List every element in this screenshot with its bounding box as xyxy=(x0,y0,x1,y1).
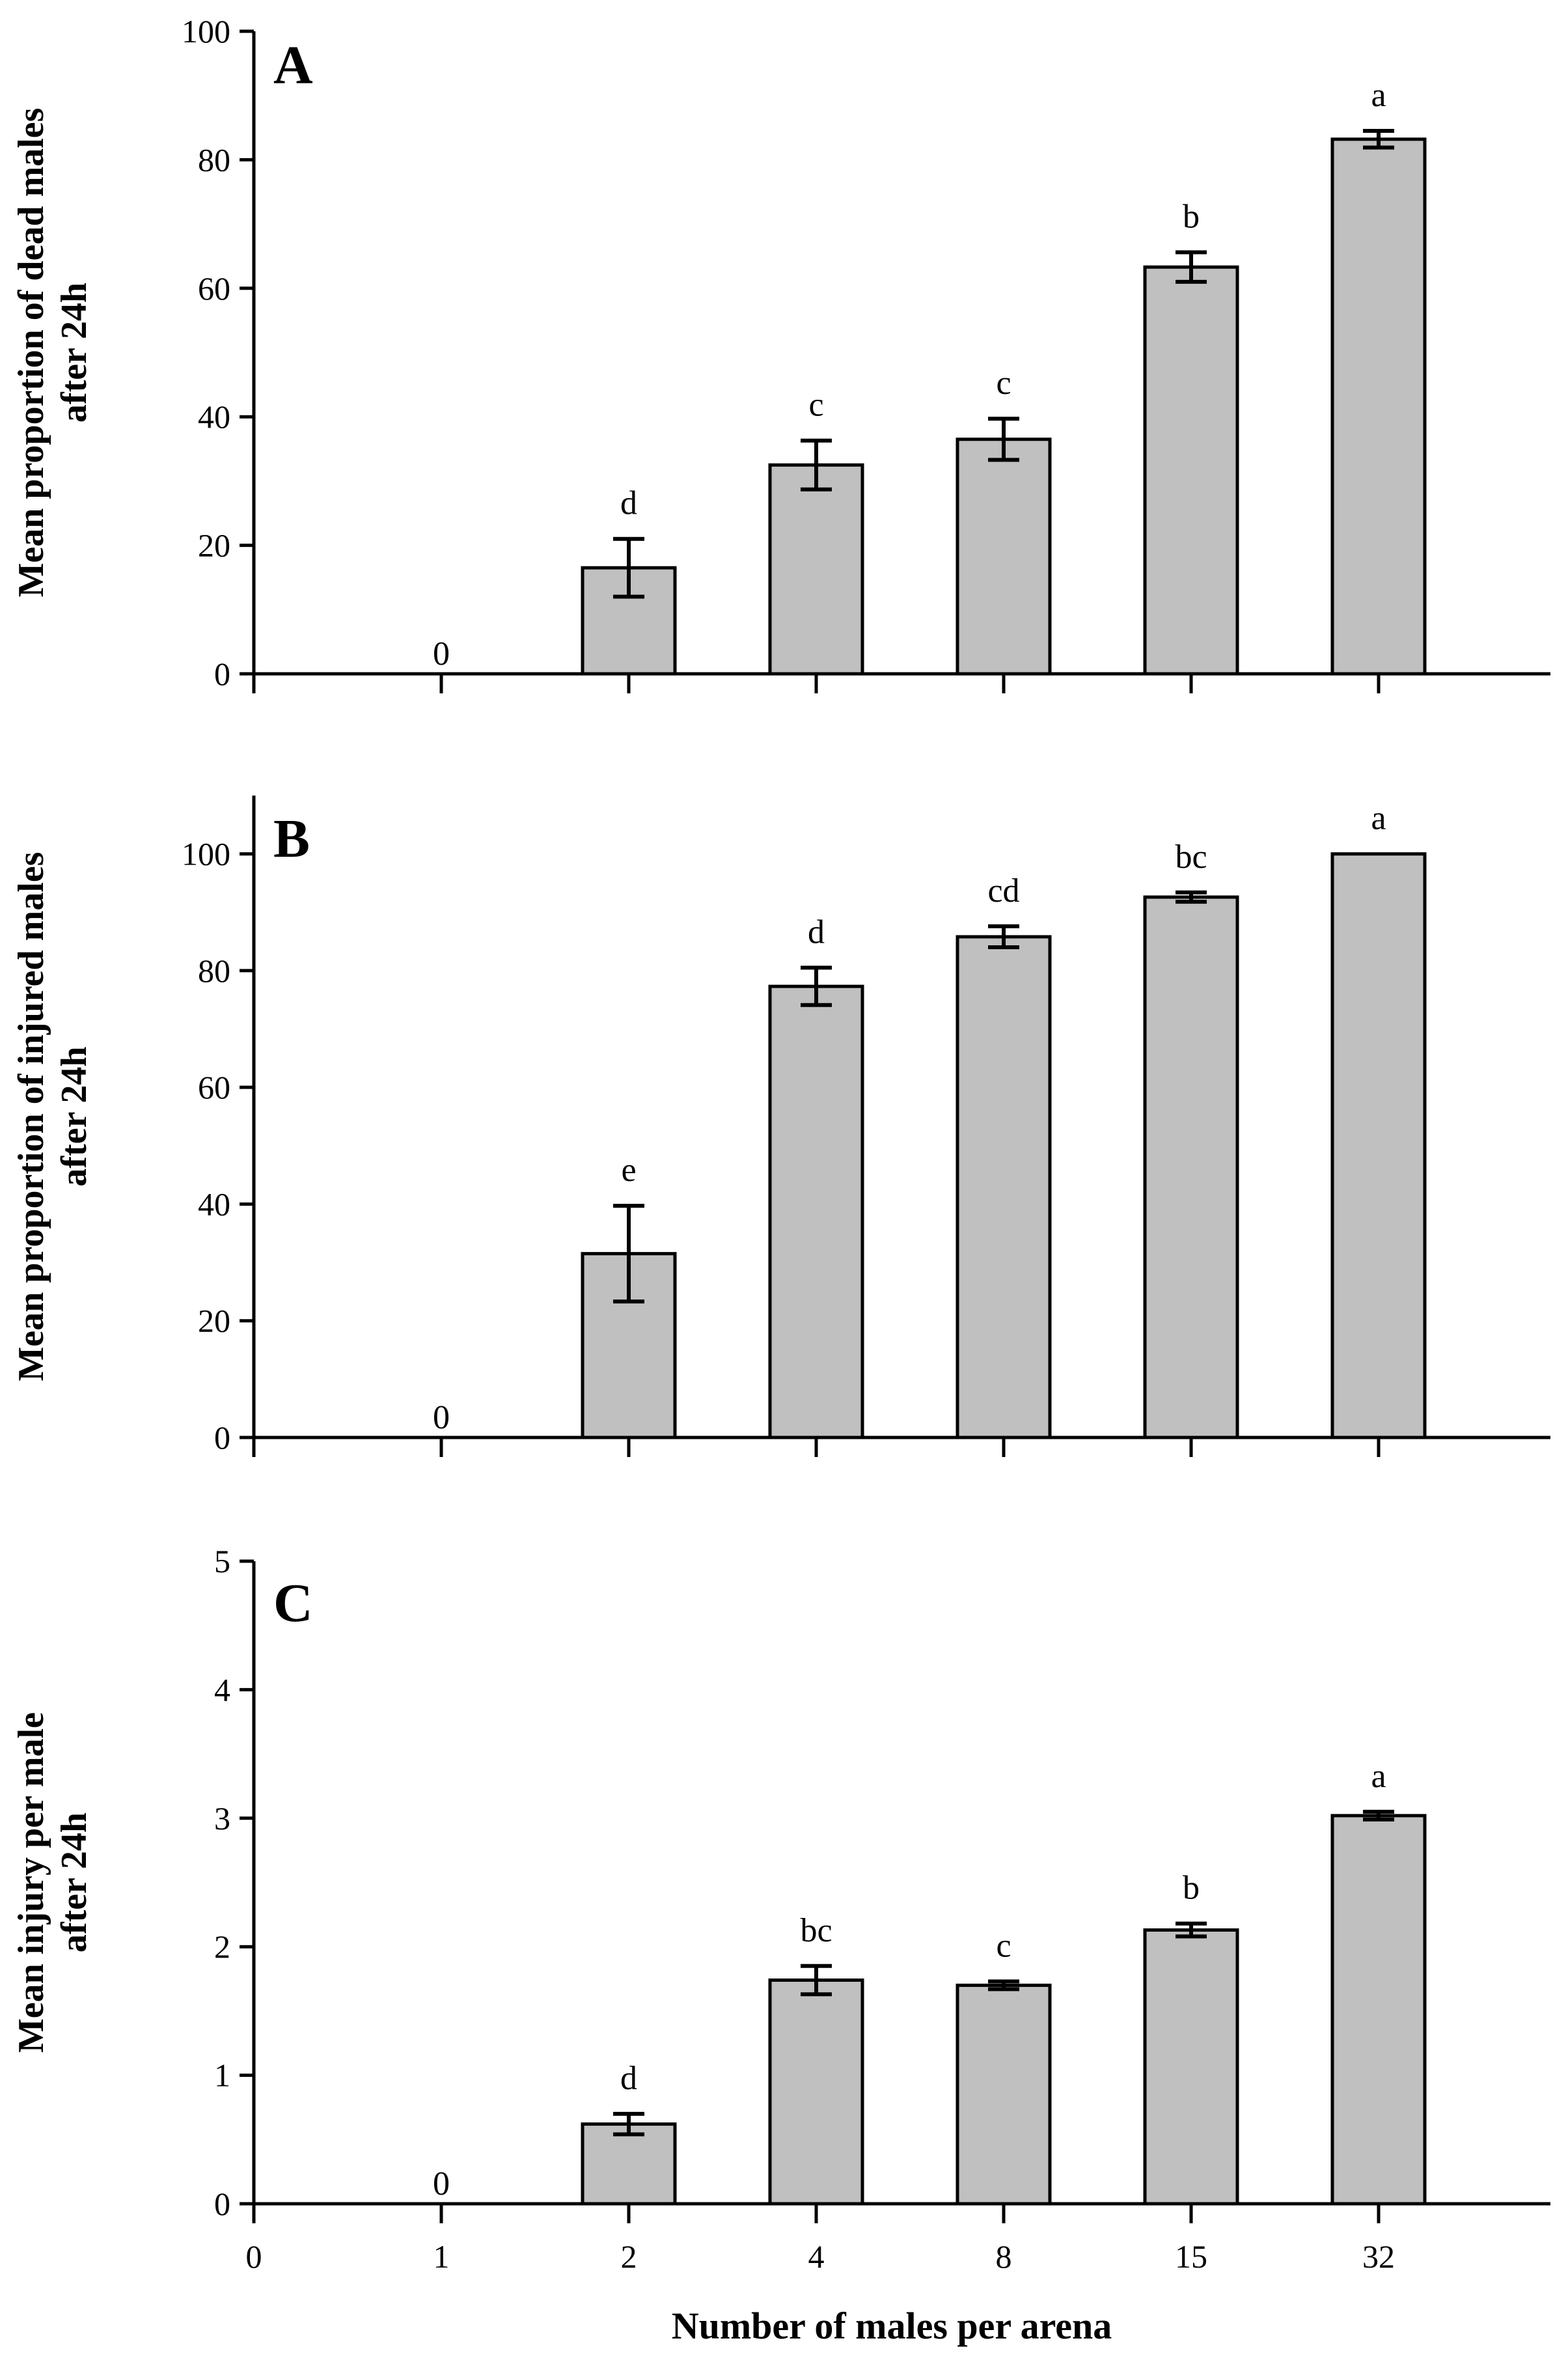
significance-label: bc xyxy=(800,1912,832,1949)
x-tick-label: 4 xyxy=(808,2238,825,2275)
y-axis-title: Mean injury per maleafter 24h xyxy=(11,1712,94,2053)
significance-label: 0 xyxy=(433,635,450,673)
y-axis-title-line: after 24h xyxy=(54,283,94,423)
significance-label: d xyxy=(620,485,637,522)
y-tick-label: 80 xyxy=(198,952,230,989)
y-tick-label: 0 xyxy=(214,656,230,692)
significance-label: c xyxy=(996,1927,1011,1964)
y-tick-label: 1 xyxy=(214,2057,230,2094)
significance-label: a xyxy=(1371,800,1386,837)
x-tick-label: 1 xyxy=(433,2238,450,2275)
panel-c: 0 1 2 3 4 5 0 1 2 4 8 15 32 0 d bc c b a C Mean injury per m… xyxy=(11,1543,1550,2275)
significance-label: b xyxy=(1183,1870,1200,1907)
y-tick-label: 60 xyxy=(198,270,230,307)
bar xyxy=(1330,852,1427,1439)
significance-label: cd xyxy=(987,872,1019,909)
x-tick-label: 32 xyxy=(1362,2238,1395,2275)
x-tick-label: 8 xyxy=(996,2238,1012,2275)
y-axis-title: Mean proportion of dead malesafter 24h xyxy=(11,108,94,598)
panel-letter: A xyxy=(273,35,313,96)
x-tick-label: 15 xyxy=(1175,2238,1207,2275)
significance-label: 0 xyxy=(433,2165,450,2202)
bar xyxy=(581,2122,677,2206)
panel-b: 0 20 40 60 80 100 0 e d cd bc a B Mean proportion of … xyxy=(11,796,1550,1457)
y-tick-label: 40 xyxy=(198,398,230,435)
significance-label: d xyxy=(808,913,825,951)
panel-letter: C xyxy=(273,1573,313,1633)
panel-a: 0 20 40 60 80 100 0 d c c b a A Mean proportion of de… xyxy=(11,13,1550,693)
y-tick-label: 4 xyxy=(214,1671,230,1708)
y-tick-label: 100 xyxy=(182,836,230,872)
significance-label: e xyxy=(621,1152,636,1189)
significance-label: bc xyxy=(1175,839,1207,876)
bar xyxy=(1330,1814,1427,2206)
y-axis-title: Mean proportion of injured malesafter 24… xyxy=(11,852,94,1381)
y-axis-title-line: after 24h xyxy=(54,1046,94,1186)
y-tick-label: 5 xyxy=(214,1543,230,1579)
bar xyxy=(1143,1928,1239,2206)
significance-label: a xyxy=(1371,1758,1386,1795)
significance-label: d xyxy=(620,2060,637,2097)
y-axis-title-line: Mean injury per male xyxy=(11,1712,51,2053)
y-axis-title-line: Mean proportion of injured males xyxy=(11,852,51,1381)
y-tick-label: 100 xyxy=(182,13,230,49)
y-axis-title-line: Mean proportion of dead males xyxy=(11,108,51,598)
bar xyxy=(768,1978,864,2206)
y-tick-label: 80 xyxy=(198,141,230,178)
bar xyxy=(1143,265,1239,676)
y-tick-label: 3 xyxy=(214,1800,230,1837)
bar xyxy=(1330,137,1427,676)
bar xyxy=(768,984,864,1439)
bar xyxy=(956,1983,1052,2206)
y-tick-label: 0 xyxy=(214,1419,230,1456)
bar xyxy=(956,437,1052,676)
significance-label: a xyxy=(1371,77,1386,114)
y-axis-title-line: after 24h xyxy=(54,1812,94,1952)
significance-label: c xyxy=(808,387,823,424)
bar xyxy=(1143,895,1239,1439)
significance-label: 0 xyxy=(433,1399,450,1436)
y-tick-label: 2 xyxy=(214,1928,230,1965)
bar xyxy=(768,463,864,676)
y-tick-label: 20 xyxy=(198,527,230,564)
y-tick-label: 20 xyxy=(198,1303,230,1339)
panel-letter: B xyxy=(273,809,310,869)
y-tick-label: 0 xyxy=(214,2186,230,2222)
significance-label: b xyxy=(1183,199,1200,236)
y-tick-label: 60 xyxy=(198,1069,230,1105)
y-tick-label: 40 xyxy=(198,1186,230,1222)
bar xyxy=(956,935,1052,1439)
x-axis-title: Number of males per arena xyxy=(672,2305,1112,2347)
x-tick-label: 0 xyxy=(246,2238,262,2275)
significance-label: c xyxy=(996,365,1011,402)
x-tick-label: 2 xyxy=(621,2238,637,2275)
